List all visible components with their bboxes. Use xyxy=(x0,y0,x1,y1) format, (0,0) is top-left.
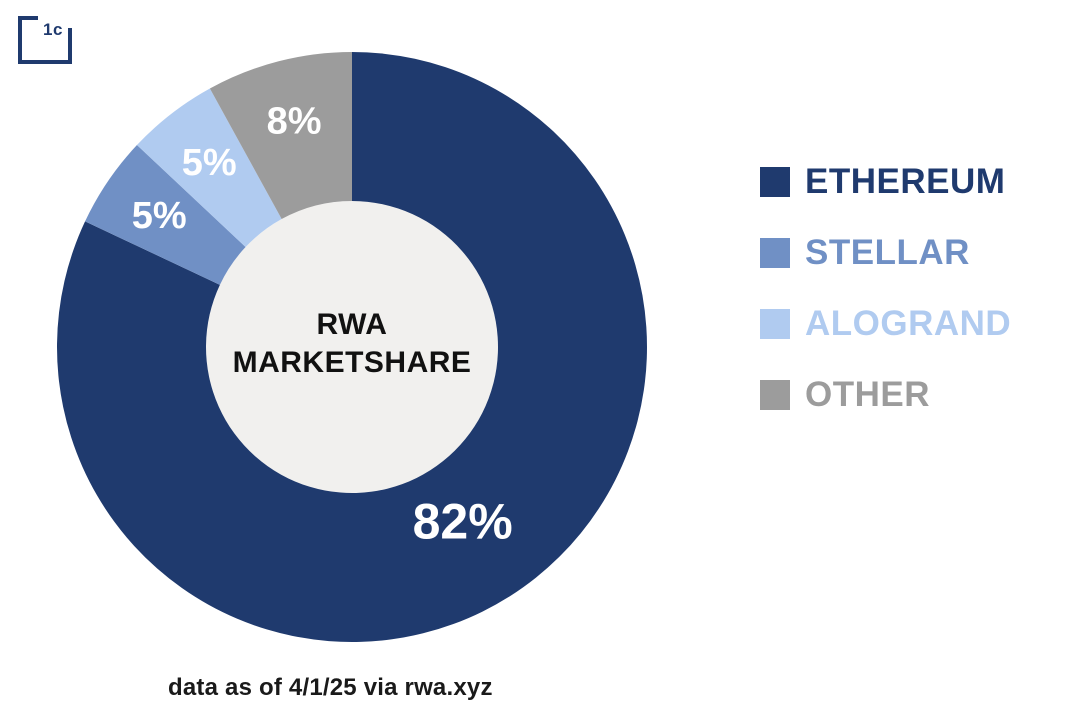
chart-legend: ETHEREUM STELLAR ALOGRAND OTHER xyxy=(760,162,1011,415)
legend-item-alogrand: ALOGRAND xyxy=(760,304,1011,344)
legend-label-alogrand: ALOGRAND xyxy=(805,304,1012,343)
chart-center-title: RWA MARKETSHARE xyxy=(192,306,512,382)
legend-label-other: OTHER xyxy=(805,375,930,414)
chart-center-title-line1: RWA xyxy=(316,308,388,341)
slice-label-ethereum: 82% xyxy=(413,493,513,549)
pie-slice-ethereum xyxy=(57,52,648,642)
pie-slice-stellar xyxy=(85,145,246,285)
slice-label-stellar: 5% xyxy=(132,195,187,237)
slice-label-other: 8% xyxy=(267,100,322,142)
legend-swatch-stellar xyxy=(760,238,790,268)
chart-center-title-line2: MARKETSHARE xyxy=(232,346,472,379)
pie-slice-alogrand xyxy=(136,88,282,248)
slice-label-alogrand: 5% xyxy=(182,142,237,184)
legend-swatch-other xyxy=(760,380,790,410)
legend-item-other: OTHER xyxy=(760,375,1011,415)
logo-bracket-icon xyxy=(18,16,72,64)
legend-label-stellar: STELLAR xyxy=(805,233,970,272)
pie-slice-other xyxy=(209,52,352,220)
donut-chart: 82% 5% 5% 8% xyxy=(57,52,648,642)
donut-hole xyxy=(206,201,498,493)
legend-swatch-alogrand xyxy=(760,309,790,339)
legend-swatch-ethereum xyxy=(760,167,790,197)
legend-item-ethereum: ETHEREUM xyxy=(760,162,1011,202)
legend-item-stellar: STELLAR xyxy=(760,233,1011,273)
logo-text: 1c xyxy=(43,20,63,39)
source-caption: data as of 4/1/25 via rwa.xyz xyxy=(168,674,493,701)
legend-label-ethereum: ETHEREUM xyxy=(805,162,1006,201)
logo: 1c xyxy=(16,14,76,66)
